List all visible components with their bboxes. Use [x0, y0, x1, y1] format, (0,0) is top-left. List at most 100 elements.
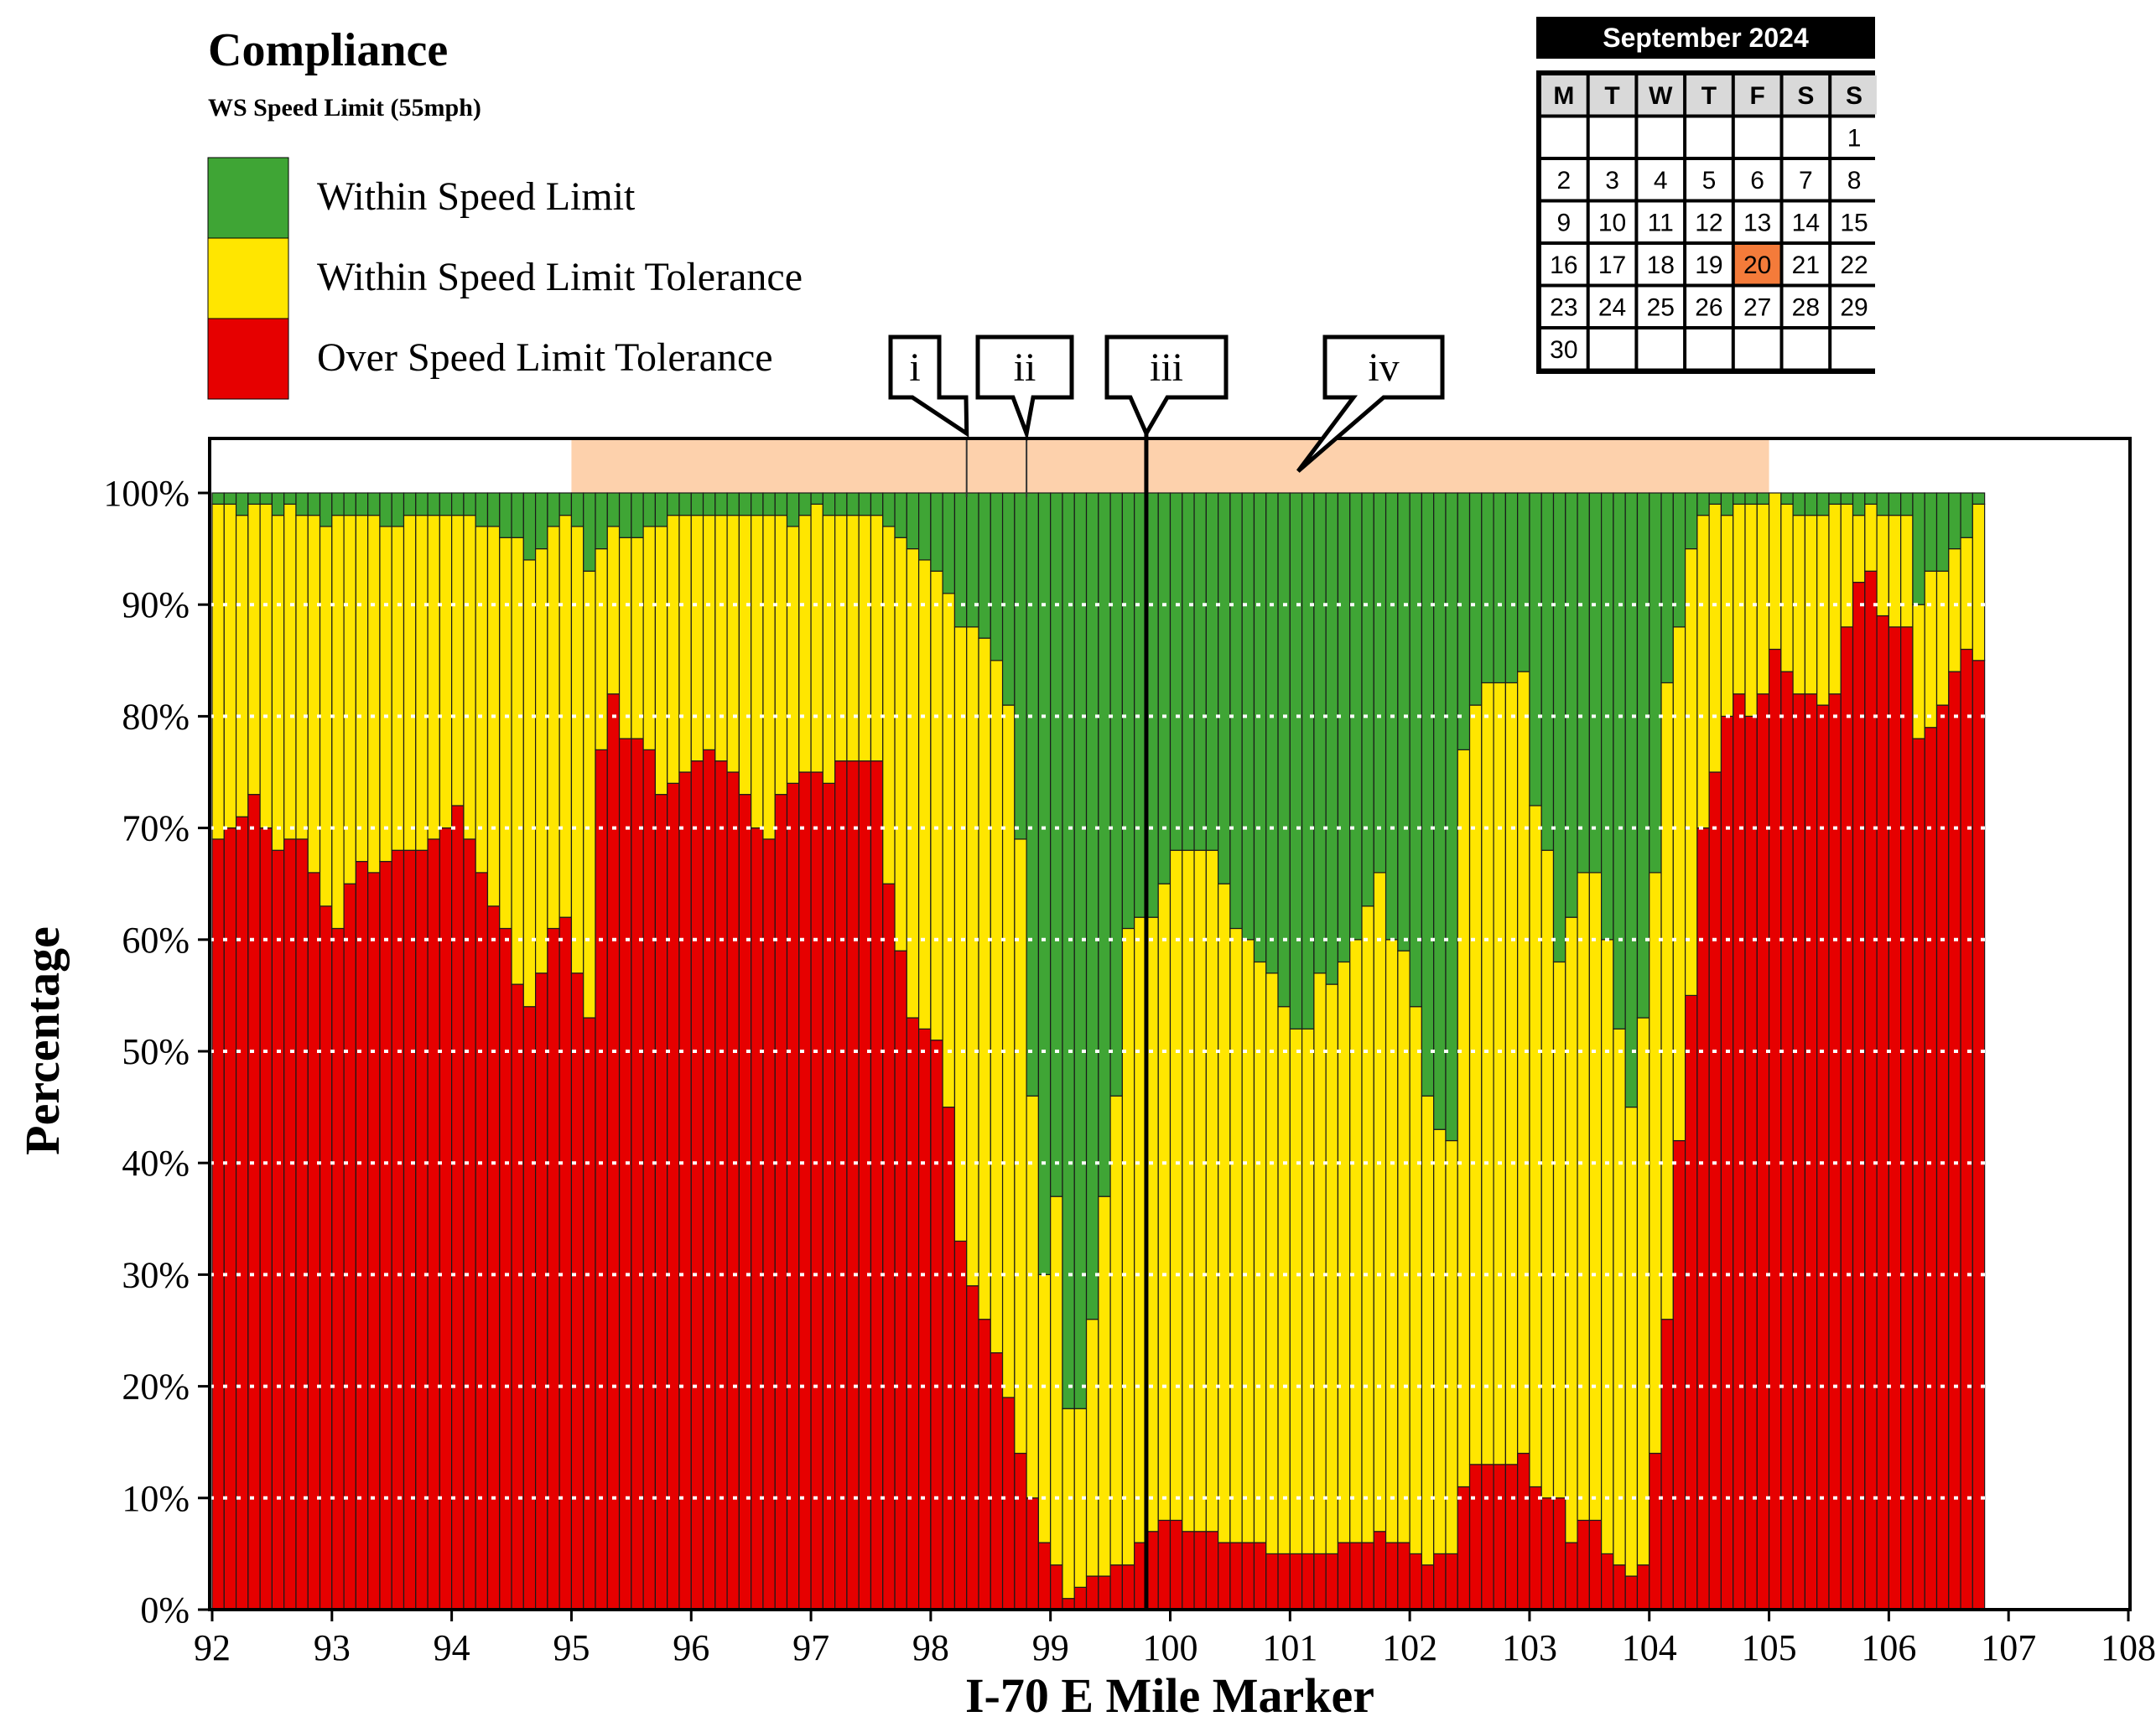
- bar-segment-over-tolerance: [1397, 1542, 1410, 1610]
- bar-segment-within-limit: [1935, 492, 1950, 572]
- bar-segment-over-tolerance: [822, 782, 836, 1610]
- bar-segment-within-tolerance: [1157, 883, 1172, 1522]
- bar-segment-within-tolerance: [1588, 872, 1603, 1522]
- bar-segment-within-tolerance: [427, 515, 440, 840]
- bar-segment-within-tolerance: [1672, 626, 1686, 1142]
- bar-segment-over-tolerance: [331, 927, 345, 1610]
- bar-segment-over-tolerance: [882, 883, 896, 1610]
- bar-segment-within-tolerance: [1205, 849, 1219, 1533]
- bar-segment-over-tolerance: [499, 927, 512, 1610]
- bar-segment-over-tolerance: [1624, 1575, 1639, 1610]
- bar-segment-within-tolerance: [271, 515, 285, 851]
- bar-segment-within-limit: [1121, 492, 1135, 930]
- bar-segment-within-tolerance: [870, 515, 884, 762]
- bar-segment-within-limit: [690, 492, 704, 516]
- bar-segment-within-tolerance: [307, 515, 321, 874]
- calendar-title: September 2024: [1603, 23, 1809, 53]
- y-tick-label: 10%: [122, 1478, 190, 1519]
- bar-segment-within-limit: [511, 492, 524, 538]
- bar-segment-over-tolerance: [1517, 1452, 1530, 1610]
- bar-segment-over-tolerance: [1157, 1519, 1172, 1610]
- callout-label: iv: [1368, 345, 1399, 390]
- x-tick-label: 100: [1143, 1627, 1198, 1668]
- bar-segment-over-tolerance: [511, 983, 524, 1610]
- calendar-weekday-cell: [1831, 75, 1877, 115]
- bar-segment-over-tolerance: [870, 760, 884, 1610]
- bar-segment-within-tolerance: [1433, 1128, 1447, 1554]
- bar-segment-over-tolerance: [1828, 693, 1842, 1610]
- bar-segment-within-tolerance: [798, 515, 812, 773]
- bar-segment-within-tolerance: [1577, 872, 1590, 1522]
- bar-segment-within-limit: [1265, 492, 1279, 974]
- bar-segment-within-tolerance: [738, 515, 752, 796]
- bar-segment-within-limit: [1529, 492, 1542, 806]
- calendar-day-cell: [1686, 160, 1732, 200]
- bar-segment-over-tolerance: [415, 849, 429, 1610]
- bar-segment-within-tolerance: [786, 526, 800, 784]
- bar-segment-over-tolerance: [1241, 1542, 1255, 1610]
- bar-segment-within-limit: [654, 492, 668, 527]
- bar-segment-within-tolerance: [1481, 682, 1494, 1465]
- legend-swatch: [207, 318, 289, 400]
- bar-segment-within-tolerance: [942, 593, 956, 1108]
- bar-segment-over-tolerance: [1169, 1519, 1183, 1610]
- bar-segment-within-limit: [235, 492, 249, 516]
- bar-segment-over-tolerance: [1756, 693, 1770, 1610]
- bar-segment-over-tolerance: [966, 1285, 979, 1610]
- y-tick-label: 30%: [122, 1254, 190, 1295]
- bar-segment-within-tolerance: [1361, 905, 1374, 1543]
- calendar-day-cell: [1831, 160, 1877, 200]
- bar-segment-within-tolerance: [1098, 1195, 1111, 1577]
- bar-segment-over-tolerance: [1445, 1553, 1458, 1610]
- bar-segment-within-limit: [1205, 492, 1219, 851]
- bar-segment-within-limit: [1062, 492, 1075, 1409]
- bar-segment-over-tolerance: [1852, 581, 1866, 1610]
- bar-segment-within-limit: [822, 492, 836, 516]
- bar-segment-over-tolerance: [1948, 671, 1961, 1610]
- bar-segment-within-limit: [1912, 492, 1925, 605]
- bar-segment-within-limit: [1588, 492, 1603, 874]
- bar-segment-within-tolerance: [1121, 927, 1135, 1566]
- bar-segment-within-tolerance: [822, 515, 836, 784]
- calendar-day: 9: [1557, 210, 1572, 237]
- bar-segment-within-tolerance: [1229, 927, 1243, 1543]
- shaded-region: [571, 438, 1769, 493]
- bar-segment-within-tolerance: [1169, 849, 1183, 1522]
- bar-segment-within-tolerance: [1062, 1408, 1075, 1600]
- bar-segment-over-tolerance: [1468, 1464, 1483, 1610]
- bar-segment-within-tolerance: [1409, 1006, 1423, 1554]
- bar-segment-within-limit: [978, 492, 991, 639]
- bar-segment-within-limit: [391, 492, 405, 527]
- legend-label: Within Speed Limit Tolerance: [317, 255, 803, 299]
- bar-segment-within-limit: [786, 492, 800, 527]
- bar-segment-within-limit: [1708, 492, 1722, 505]
- calendar-day: 10: [1598, 210, 1626, 237]
- calendar-day-cell: [1783, 245, 1829, 284]
- calendar-day-cell: [1783, 160, 1829, 200]
- bar-segment-within-limit: [1050, 492, 1063, 1197]
- bar-segment-within-limit: [1218, 492, 1231, 884]
- bar-segment-over-tolerance: [391, 849, 405, 1610]
- bar-segment-within-tolerance: [1708, 503, 1722, 773]
- bar-segment-within-limit: [846, 492, 860, 516]
- bar-segment-within-limit: [1445, 492, 1458, 1142]
- bar-segment-within-limit: [858, 492, 872, 516]
- bar-segment-over-tolerance: [1529, 1486, 1542, 1610]
- bar-segment-within-limit: [1457, 492, 1471, 750]
- bar-segment-within-tolerance: [1624, 1106, 1639, 1577]
- bar-segment-within-tolerance: [654, 526, 668, 796]
- bar-segment-within-tolerance: [1744, 503, 1758, 718]
- bar-segment-within-limit: [1182, 492, 1195, 851]
- bar-segment-within-limit: [1481, 492, 1494, 684]
- bar-segment-within-tolerance: [1517, 671, 1530, 1455]
- bar-segment-over-tolerance: [751, 827, 764, 1610]
- calendar-day-cell: [1638, 160, 1684, 200]
- bar-segment-within-tolerance: [1026, 1095, 1040, 1499]
- bar-segment-within-limit: [1504, 492, 1519, 684]
- bar-segment-over-tolerance: [1684, 994, 1698, 1610]
- bar-segment-within-tolerance: [774, 515, 788, 796]
- bar-segment-within-tolerance: [762, 515, 776, 840]
- bar-segment-within-limit: [870, 492, 884, 516]
- bar-segment-over-tolerance: [1098, 1575, 1111, 1610]
- bar-segment-within-limit: [606, 492, 621, 527]
